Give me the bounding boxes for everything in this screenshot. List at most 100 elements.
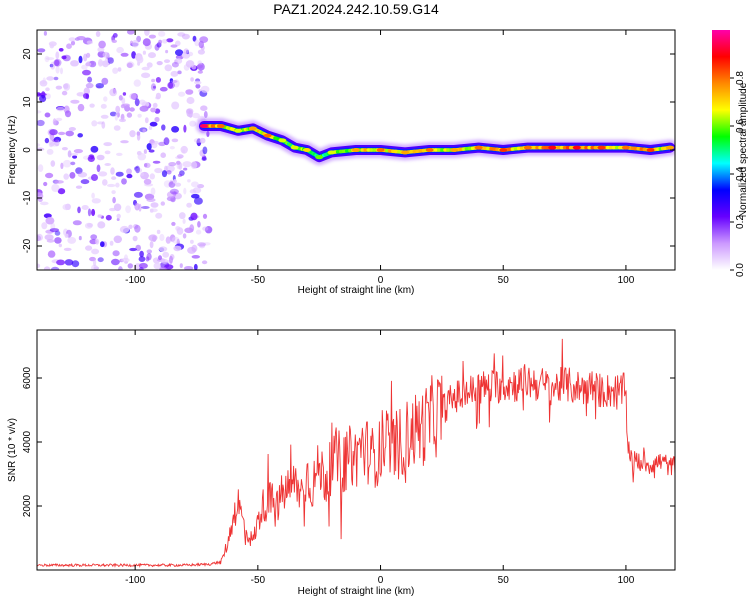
noise-blob [45, 172, 54, 179]
noise-blob [116, 46, 124, 54]
noise-blob [201, 260, 208, 265]
noise-blob [159, 266, 167, 270]
noise-blob [104, 163, 111, 166]
noise-blob [40, 201, 49, 206]
noise-blob [115, 105, 121, 114]
noise-blob [182, 161, 192, 168]
noise-blob [196, 64, 203, 69]
x-tick-label: 50 [498, 575, 510, 586]
noise-blob [124, 254, 128, 261]
noise-blob [135, 167, 143, 173]
noise-blob [148, 52, 156, 59]
noise-blob [87, 155, 95, 162]
noise-blob [107, 57, 114, 64]
noise-blob [160, 201, 165, 206]
noise-blob [190, 77, 194, 82]
noise-blob [61, 90, 68, 96]
noise-blob [170, 70, 179, 77]
noise-blob [127, 30, 135, 35]
noise-blob [53, 58, 62, 67]
noise-blob [119, 225, 130, 234]
noise-blob [145, 256, 150, 262]
noise-blob [137, 153, 147, 161]
x-tick-label: 0 [378, 575, 384, 586]
noise-blob [77, 103, 85, 112]
x-tick-label: -100 [125, 575, 145, 586]
noise-blob [189, 120, 197, 127]
noise-blob [142, 38, 151, 47]
noise-blob [49, 129, 58, 136]
noise-blob [40, 80, 47, 85]
noise-blob [60, 162, 64, 169]
noise-blob [67, 236, 77, 244]
noise-blob [111, 190, 116, 195]
noise-blob [171, 236, 180, 244]
noise-blob [148, 34, 156, 39]
noise-blob [39, 80, 48, 87]
noise-blob [200, 85, 210, 93]
noise-blob [77, 133, 83, 138]
noise-blob [181, 33, 190, 40]
noise-blob [47, 250, 56, 258]
noise-blob [186, 96, 195, 105]
noise-blob [152, 160, 161, 164]
noise-blob [134, 224, 141, 233]
noise-blob [142, 50, 146, 55]
y-tick-label: 20 [22, 48, 33, 60]
noise-blob [146, 143, 152, 151]
colorbar: 0.0 0.2 0.4 0.6 0.8 Normalized spectral ampl… [712, 30, 749, 277]
colorbar-label: Normalized spectral amplitude [738, 82, 749, 217]
noise-blob [135, 165, 141, 174]
noise-blob [129, 247, 138, 252]
noise-blob [151, 142, 158, 149]
noise-blob [116, 218, 120, 221]
noise-blob [184, 266, 194, 270]
noise-blob [149, 208, 154, 213]
colorbar-gradient [712, 30, 730, 270]
noise-blob [148, 234, 158, 242]
noise-blob [125, 205, 131, 214]
noise-blob [84, 222, 93, 229]
noise-blob [132, 235, 138, 242]
noise-blob [118, 266, 123, 270]
noise-blob [43, 266, 51, 270]
noise-blob [105, 214, 112, 221]
noise-blob [98, 171, 108, 177]
noise-blob [122, 103, 130, 107]
noise-blob [179, 170, 185, 177]
noise-blob [154, 167, 163, 174]
noise-blob [197, 60, 202, 66]
noise-blob [159, 233, 165, 242]
noise-blob [175, 49, 184, 56]
noise-blob [37, 263, 41, 268]
noise-blob [70, 99, 80, 104]
noise-blob [139, 250, 144, 258]
noise-blob [109, 111, 117, 117]
noise-blob [176, 160, 181, 165]
noise-blob [44, 55, 50, 63]
noise-blob [116, 152, 123, 156]
noise-blob [111, 39, 118, 43]
noise-blob [204, 226, 213, 234]
noise-blob [158, 255, 162, 261]
noise-blob [150, 202, 159, 208]
noise-blob [169, 188, 179, 195]
noise-blob [45, 93, 51, 100]
noise-blob [55, 51, 60, 60]
noise-blob [109, 88, 118, 97]
noise-blob [191, 254, 200, 259]
noise-blob [142, 128, 146, 133]
ridge [195, 118, 675, 166]
noise-blob [176, 154, 184, 159]
x-tick-label: -50 [251, 275, 266, 286]
noise-blob [129, 107, 135, 112]
noise-blob [114, 113, 119, 121]
ridge-point [327, 150, 336, 155]
noise-blob [150, 107, 157, 113]
noise-blob [173, 79, 180, 88]
noise-blob [37, 48, 46, 53]
noise-blob [138, 256, 146, 262]
noise-blob [180, 145, 188, 154]
noise-blob [71, 260, 80, 268]
